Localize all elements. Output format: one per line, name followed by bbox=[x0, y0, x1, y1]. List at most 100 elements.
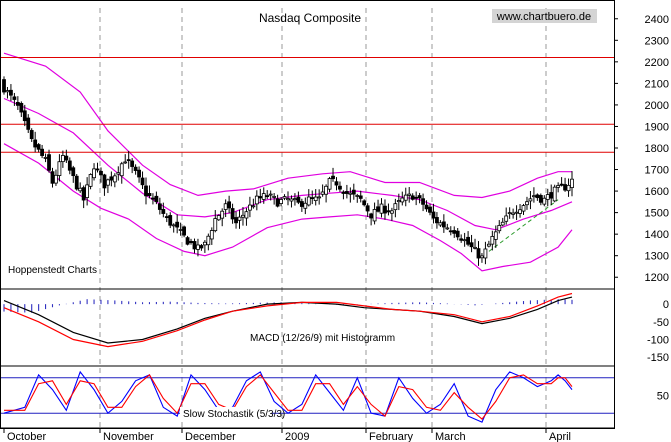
candle-body bbox=[241, 214, 245, 218]
y-tick-label: 1900 bbox=[645, 121, 669, 133]
candle-body bbox=[570, 178, 574, 188]
candle-body bbox=[126, 159, 131, 162]
candle-body bbox=[5, 90, 10, 93]
candle-body bbox=[525, 201, 529, 206]
candle-body bbox=[119, 163, 124, 177]
candle-body bbox=[71, 167, 76, 177]
candle-body bbox=[490, 236, 495, 245]
candle-body bbox=[282, 196, 287, 199]
macd-tick-label: -100 bbox=[647, 334, 669, 346]
candle-body bbox=[81, 187, 86, 201]
candle-body bbox=[303, 202, 308, 209]
candle-body bbox=[306, 196, 311, 206]
candle-body bbox=[289, 198, 294, 202]
candle-body bbox=[473, 246, 477, 249]
candle-body bbox=[317, 196, 322, 199]
candle-body bbox=[299, 201, 304, 207]
candle-body bbox=[43, 156, 48, 159]
candle-body bbox=[15, 101, 20, 106]
stoch-label: Slow Stochastik (5/3/3) bbox=[183, 409, 285, 420]
candle-body bbox=[140, 177, 145, 186]
candle-body bbox=[144, 185, 148, 197]
candle-body bbox=[338, 185, 342, 190]
candle-body bbox=[248, 204, 252, 211]
candle-body bbox=[123, 161, 128, 164]
candle-body bbox=[545, 194, 550, 200]
candle-body bbox=[164, 216, 169, 218]
candle-body bbox=[261, 193, 266, 200]
candle-body bbox=[469, 242, 474, 248]
candle-body bbox=[383, 205, 387, 214]
candle-body bbox=[542, 197, 547, 205]
candle-body bbox=[161, 209, 166, 214]
candle-body bbox=[296, 196, 301, 203]
candle-body bbox=[483, 248, 488, 259]
bollinger-upper bbox=[3, 52, 572, 199]
candle-body bbox=[410, 195, 415, 200]
macd-label: MACD (12/26/9) mit Histogramm bbox=[250, 333, 395, 344]
candle-body bbox=[365, 205, 370, 212]
candle-body bbox=[230, 208, 235, 220]
candle-body bbox=[33, 139, 38, 148]
y-tick-label: 2200 bbox=[645, 57, 669, 69]
candle-body bbox=[275, 198, 280, 207]
candle-body bbox=[320, 191, 325, 195]
candle-body bbox=[2, 79, 6, 93]
candle-body bbox=[400, 197, 405, 203]
candle-body bbox=[563, 184, 567, 191]
candle-body bbox=[455, 230, 460, 238]
candle-body bbox=[459, 238, 464, 241]
macd-tick-label: 0 bbox=[663, 299, 669, 311]
x-tick-label: March bbox=[435, 431, 466, 442]
candle-body bbox=[549, 192, 554, 199]
candle-body bbox=[507, 212, 512, 215]
macd-signal-line bbox=[3, 292, 573, 348]
x-tick-label: October bbox=[7, 431, 46, 442]
source-box bbox=[492, 9, 597, 23]
candle-body bbox=[99, 170, 103, 176]
candle-body bbox=[441, 221, 446, 228]
candle-body bbox=[133, 166, 138, 171]
candle-body bbox=[403, 194, 408, 201]
candle-body bbox=[137, 169, 141, 178]
candle-body bbox=[192, 241, 197, 250]
candle-body bbox=[182, 226, 186, 236]
credit-label: Hoppenstedt Charts bbox=[8, 265, 97, 276]
candle-body bbox=[95, 168, 100, 171]
stoch-k-line bbox=[3, 370, 573, 423]
candle-body bbox=[116, 172, 121, 175]
candle-body bbox=[452, 230, 457, 234]
candle-body bbox=[532, 195, 536, 198]
candle-body bbox=[362, 200, 367, 206]
candle-body bbox=[54, 174, 58, 184]
candle-body bbox=[74, 175, 79, 190]
candle-body bbox=[511, 212, 516, 215]
candle-body bbox=[493, 231, 498, 240]
candle-body bbox=[88, 174, 93, 187]
x-tick-label: April bbox=[549, 431, 571, 442]
candle-body bbox=[60, 155, 65, 163]
candle-body bbox=[78, 187, 83, 192]
y-tick-label: 1600 bbox=[645, 186, 669, 198]
y-tick-label: 1500 bbox=[645, 208, 669, 220]
candle-body bbox=[293, 198, 297, 201]
candle-body bbox=[324, 185, 328, 195]
candle-body bbox=[559, 183, 564, 186]
macd-tick-label: -50 bbox=[653, 317, 669, 329]
candle-body bbox=[556, 185, 561, 188]
chart-title: Nasdaq Composite bbox=[259, 11, 361, 25]
stoch-tick-label: 50 bbox=[657, 391, 669, 403]
candle-body bbox=[497, 225, 502, 232]
candle-body bbox=[421, 198, 425, 205]
macd-line bbox=[3, 296, 573, 344]
candle-body bbox=[327, 178, 332, 190]
candle-body bbox=[486, 243, 491, 247]
candle-body bbox=[237, 216, 242, 221]
trendline bbox=[488, 199, 559, 252]
candle-body bbox=[227, 201, 232, 209]
candle-body bbox=[396, 200, 401, 203]
candle-body bbox=[106, 179, 110, 186]
candle-body bbox=[206, 235, 211, 246]
y-tick-label: 1200 bbox=[645, 272, 669, 284]
